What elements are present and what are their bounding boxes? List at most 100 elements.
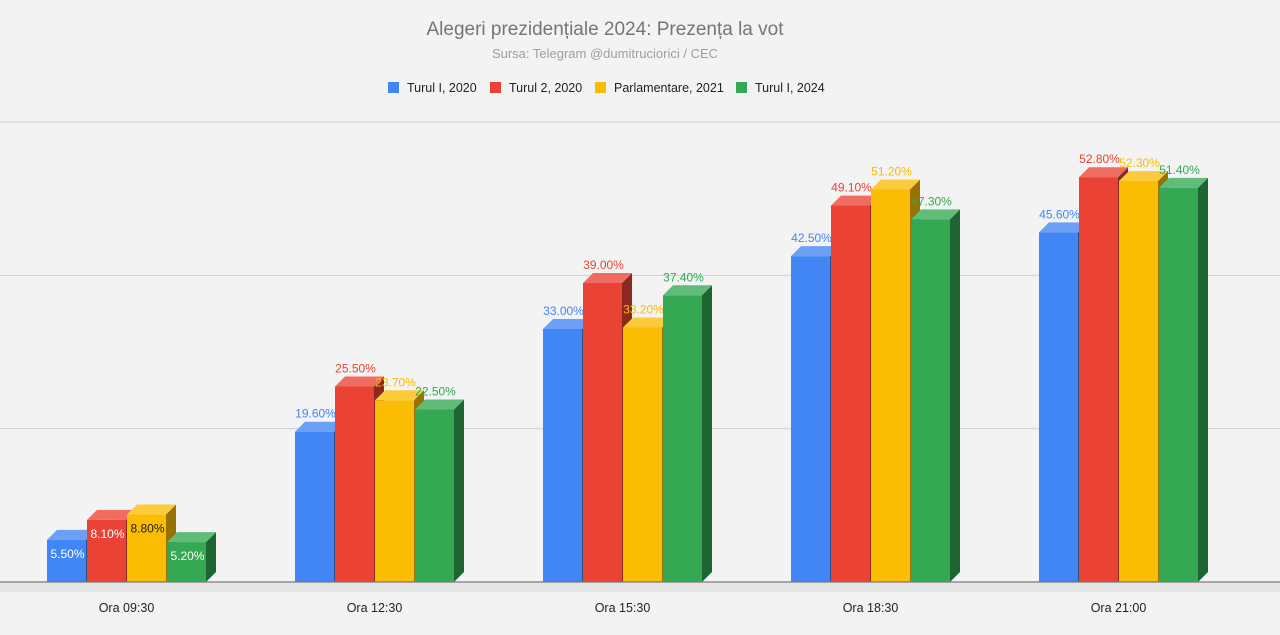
bar-front <box>127 514 166 582</box>
bar-group: 33.00% 39.00% 33.20% 37.40% <box>543 258 712 582</box>
x-tick-label: Ora 09:30 <box>99 601 155 615</box>
bar-side <box>702 285 712 582</box>
data-label: 45.60% <box>1039 207 1080 221</box>
bar-front <box>1119 181 1158 583</box>
data-label: 47.30% <box>911 194 952 208</box>
bar-front <box>583 283 622 582</box>
bar-top <box>87 509 136 520</box>
bar-side <box>206 532 216 582</box>
bar-top <box>295 421 344 432</box>
bar-top <box>871 179 920 190</box>
bar-front <box>375 400 414 582</box>
bar-group: 45.60% 52.80% 52.30% 51.40% <box>1039 152 1208 583</box>
bar-top <box>911 209 960 220</box>
bar-front <box>415 409 454 582</box>
data-label: 37.40% <box>663 270 704 284</box>
data-label: 22.50% <box>415 385 456 399</box>
legend-swatch <box>490 82 501 93</box>
data-label: 5.50% <box>50 547 84 561</box>
legend-label: Parlamentare, 2021 <box>614 81 724 95</box>
data-label: 25.50% <box>335 362 376 376</box>
bar-top <box>663 285 712 296</box>
chart-title: Alegeri prezidențiale 2024: Prezența la … <box>426 19 784 40</box>
bar-front <box>1039 232 1078 582</box>
chart-legend: Turul I, 2020 Turul 2, 2020 Parlamentare, … <box>388 81 825 95</box>
legend-item: Turul 2, 2020 <box>490 81 582 95</box>
bar-top <box>791 246 840 257</box>
bar-front <box>335 386 374 582</box>
bar-top <box>47 529 96 540</box>
data-label: 8.10% <box>90 527 124 541</box>
data-label: 33.00% <box>543 304 584 318</box>
data-label: 49.10% <box>831 181 872 195</box>
bar-top <box>1119 171 1168 182</box>
bar: 47.30% <box>911 194 960 582</box>
x-axis-labels: Ora 09:30 Ora 12:30 Ora 15:30 Ora 18:30 Ora … <box>99 601 1147 615</box>
data-label: 39.00% <box>583 258 624 272</box>
x-tick-label: Ora 18:30 <box>843 601 899 615</box>
bar-side <box>454 399 464 582</box>
bar-top <box>335 376 384 387</box>
bar: 22.50% <box>415 385 464 582</box>
bar-group: 5.50% 8.10% 8.80% 5.20% <box>47 504 216 582</box>
bar-top <box>583 273 632 283</box>
bar-top <box>1159 177 1208 188</box>
data-label: 19.60% <box>295 407 336 421</box>
bar-top <box>415 399 464 410</box>
bar-front <box>911 219 950 582</box>
bar-front <box>831 205 870 583</box>
bar-front <box>1159 187 1198 582</box>
data-label: 8.80% <box>130 522 164 536</box>
x-axis-baseline <box>0 581 1280 592</box>
bar-top <box>1039 222 1088 233</box>
bar-front <box>791 256 830 582</box>
bar-front <box>871 189 910 582</box>
bar: 5.20% <box>167 532 216 582</box>
bar-front <box>295 431 334 582</box>
data-label: 51.40% <box>1159 163 1200 177</box>
data-label: 42.50% <box>791 231 832 245</box>
data-label: 52.30% <box>1119 156 1160 170</box>
bar-top <box>543 319 592 329</box>
bar-top <box>831 195 880 206</box>
legend-item: Parlamentare, 2021 <box>595 81 724 95</box>
x-tick-label: Ora 12:30 <box>347 601 403 615</box>
bar-group: 42.50% 49.10% 51.20% 47.30% <box>791 164 960 583</box>
bars: 5.50% 8.10% 8.80% 5.20% 19.60% 25.50%23.70%22… <box>47 152 1208 583</box>
legend-label: Turul 2, 2020 <box>509 81 582 95</box>
legend-label: Turul I, 2020 <box>407 81 477 95</box>
bar: 51.40% <box>1159 163 1208 582</box>
bar-front <box>543 329 582 582</box>
data-label: 51.20% <box>871 164 912 178</box>
legend-label: Turul I, 2024 <box>755 81 825 95</box>
bar-front <box>87 519 126 582</box>
data-label: 5.20% <box>170 549 204 563</box>
bar-front <box>47 539 86 582</box>
bar-front <box>167 542 206 582</box>
x-tick-label: Ora 15:30 <box>595 601 651 615</box>
legend-item: Turul I, 2024 <box>736 81 825 95</box>
data-label: 23.70% <box>375 375 416 389</box>
bar-top <box>375 390 424 401</box>
data-label: 33.20% <box>623 302 664 316</box>
chart-subtitle: Sursa: Telegram @dumitruciorici / CEC <box>492 46 718 61</box>
legend-swatch <box>736 82 747 93</box>
bar-group: 19.60% 25.50%23.70%22.50% <box>295 362 464 582</box>
legend-swatch <box>595 82 606 93</box>
bar-front <box>663 295 702 582</box>
bar-top <box>167 532 216 543</box>
x-tick-label: Ora 21:00 <box>1091 601 1147 615</box>
bar: 42.50% <box>791 231 840 582</box>
data-label: 52.80% <box>1079 152 1120 166</box>
legend-swatch <box>388 82 399 93</box>
bar-front <box>623 327 662 582</box>
floor <box>0 582 1280 592</box>
bar-side <box>950 209 960 582</box>
legend-item: Turul I, 2020 <box>388 81 477 95</box>
bar-top <box>623 317 672 328</box>
bar-top <box>127 504 176 515</box>
bar-top <box>1079 167 1128 178</box>
bar: 33.20% <box>623 302 672 582</box>
bar-front <box>1079 177 1118 582</box>
